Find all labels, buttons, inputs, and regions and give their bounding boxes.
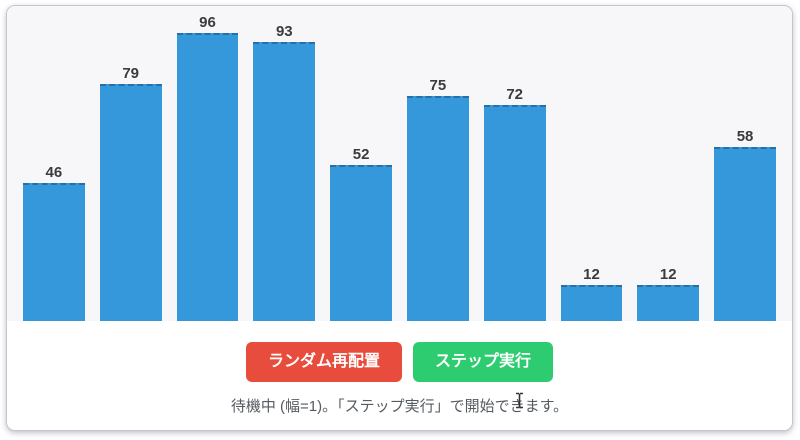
bar-slot: 58 [714, 6, 776, 321]
buttons-row: ランダム再配置 ステップ実行 [7, 342, 792, 382]
controls-panel: ランダム再配置 ステップ実行 待機中 (幅=1)。「ステップ実行」で開始できます… [7, 321, 792, 430]
bar [483, 105, 546, 321]
bar [560, 285, 623, 321]
shuffle-button[interactable]: ランダム再配置 [245, 342, 402, 382]
bar-slot: 96 [176, 6, 239, 321]
bar-slot: 79 [99, 6, 162, 321]
bar-slot: 93 [253, 6, 316, 321]
bar [714, 147, 776, 321]
bar [406, 96, 469, 321]
bar-value-label: 75 [429, 77, 447, 94]
bar-value-label: 46 [45, 164, 63, 181]
bar-value-label: 58 [736, 128, 754, 145]
bar-slot: 46 [23, 6, 85, 321]
bar-value-label: 52 [352, 146, 370, 163]
bar [637, 285, 700, 321]
bar [99, 84, 162, 321]
bar-slot: 75 [406, 6, 469, 321]
bar-value-label: 72 [506, 86, 524, 103]
bar [253, 42, 316, 321]
bar [330, 165, 392, 321]
bar-slot: 72 [483, 6, 546, 321]
bar-value-label: 12 [659, 266, 677, 283]
bar-value-label: 93 [275, 23, 293, 40]
bar-value-label: 12 [583, 266, 600, 283]
bar-value-label: 79 [122, 65, 140, 82]
step-button[interactable]: ステップ実行 [413, 342, 554, 382]
bar-slot: 52 [330, 6, 392, 321]
bar [176, 33, 239, 321]
sort-visualizer-card: 46 79 96 93 52 75 72 12 12 58 ランダム再配置 ステップ実行 待機中 … [6, 5, 793, 431]
bar-slot: 12 [637, 6, 700, 321]
status-text: 待機中 (幅=1)。「ステップ実行」で開始できます。 [230, 398, 569, 415]
bar-value-label: 96 [199, 14, 216, 31]
bar-slot: 12 [560, 6, 623, 321]
bar [23, 183, 85, 321]
bar-chart-area: 46 79 96 93 52 75 72 12 12 58 [7, 6, 792, 321]
